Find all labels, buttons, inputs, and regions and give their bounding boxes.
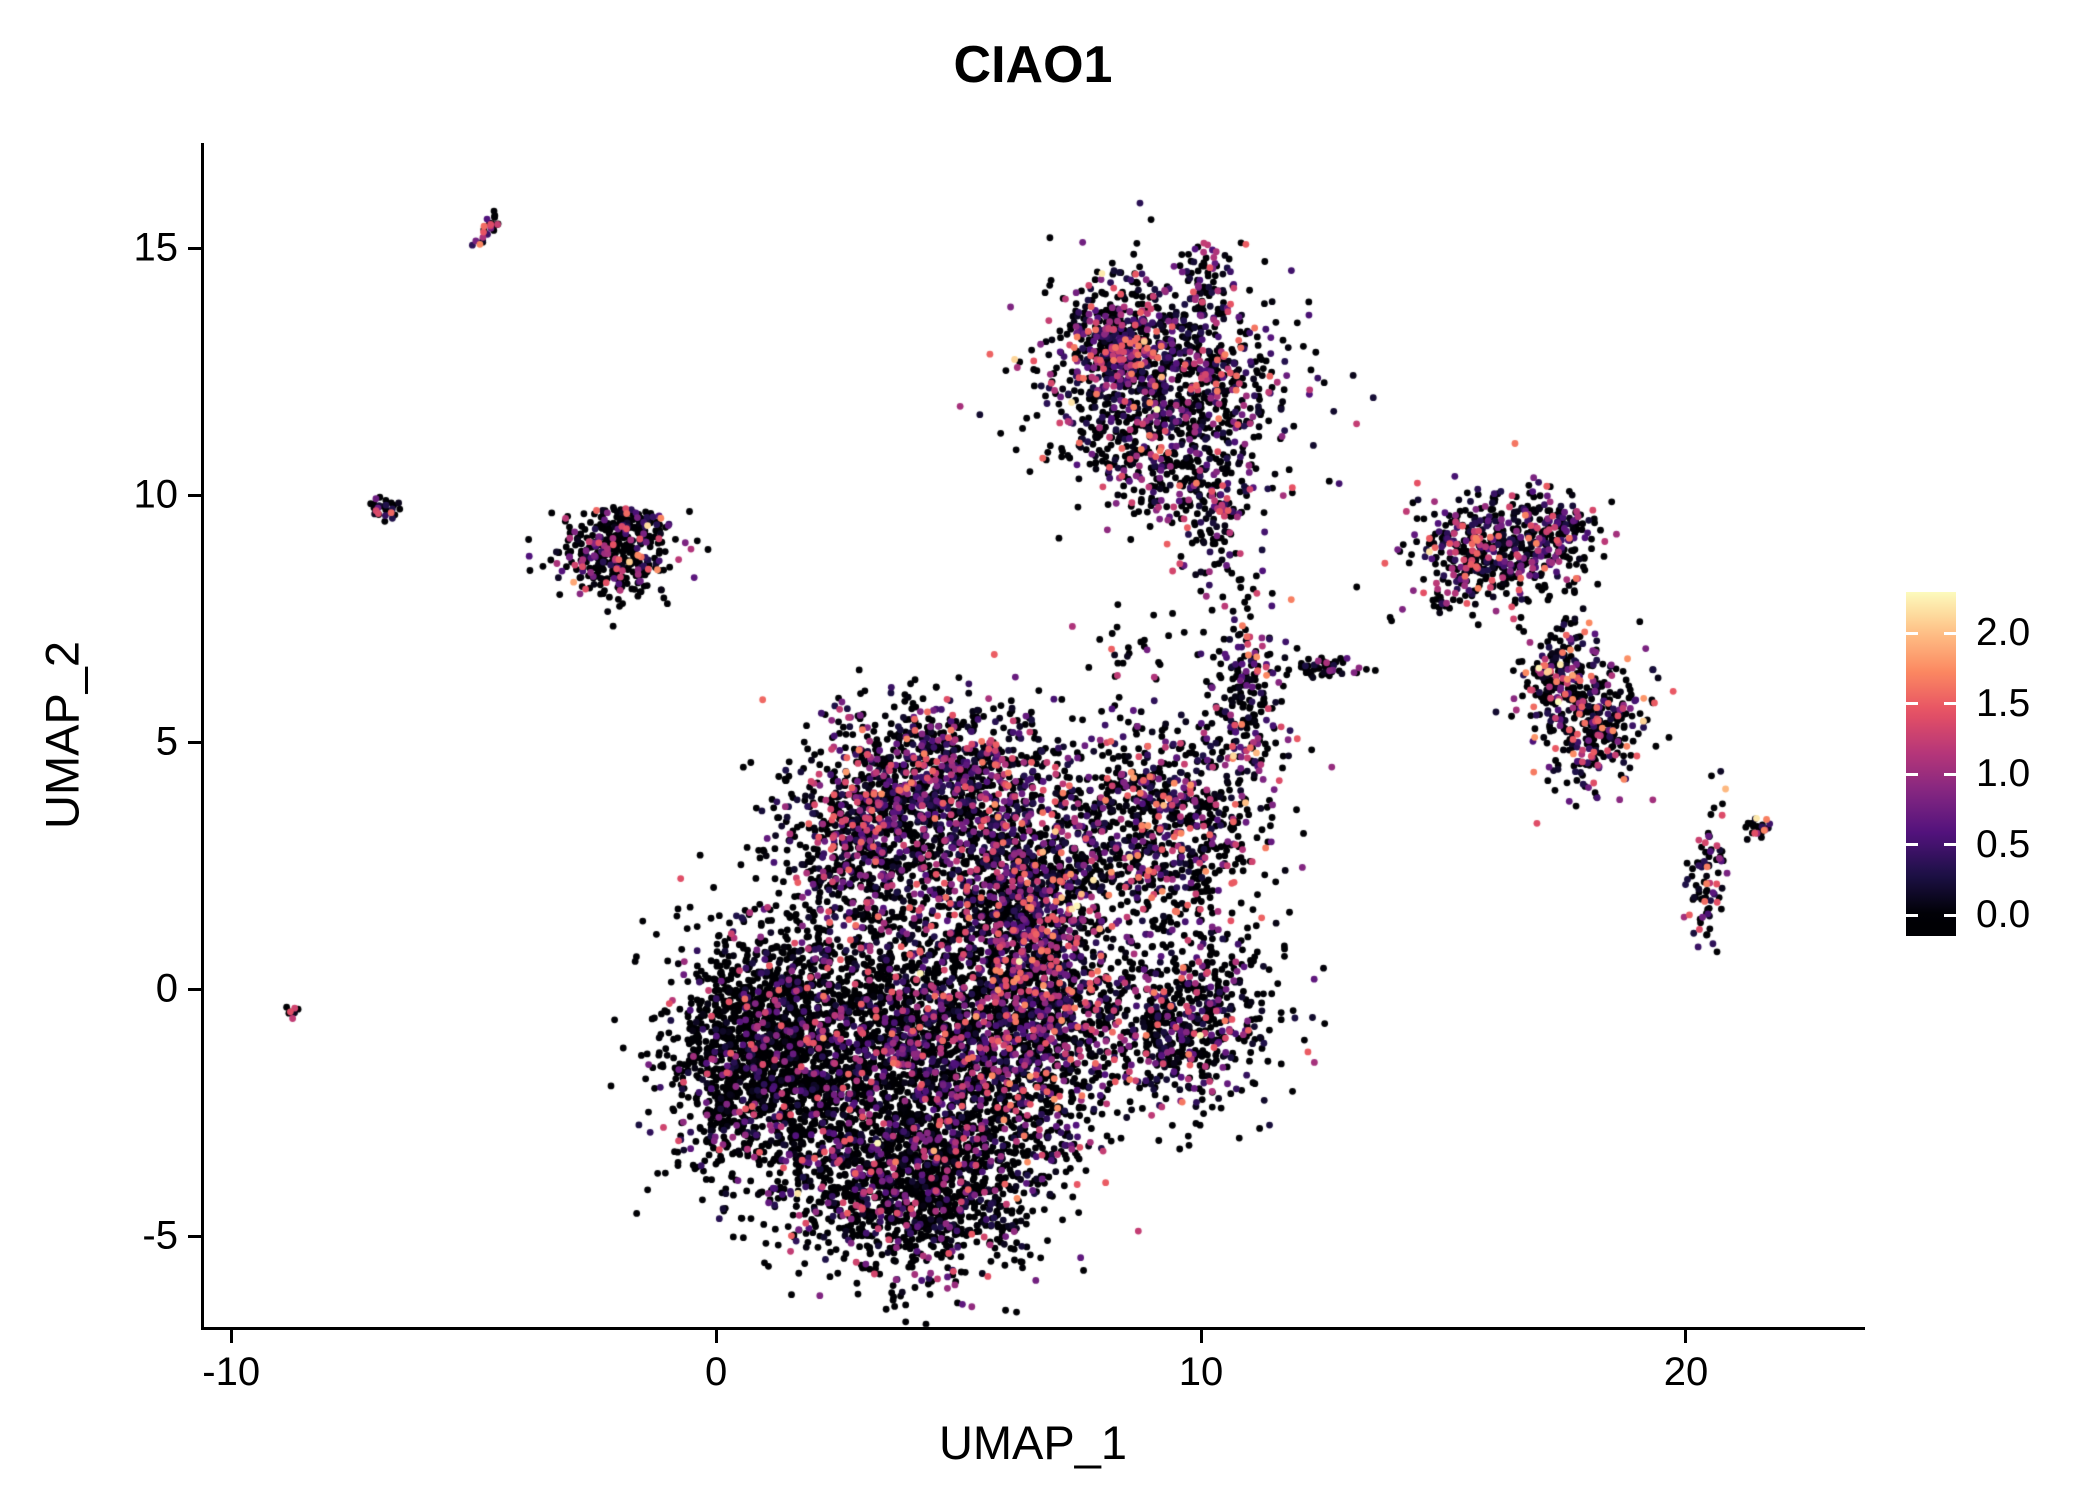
x-tick-label: -10 <box>202 1350 261 1394</box>
x-tick-label: 10 <box>1178 1350 1224 1394</box>
colorbar-tick-mark <box>1906 913 1918 917</box>
colorbar-tick-mark <box>1944 772 1956 776</box>
colorbar-label: 1.0 <box>1976 752 2031 795</box>
colorbar-tick-mark <box>1906 772 1918 776</box>
y-tick-label: -5 <box>142 1213 178 1258</box>
colorbar-tick-mark <box>1944 843 1956 846</box>
y-tick-mark <box>188 740 201 744</box>
colorbar-tick-mark <box>1944 913 1956 917</box>
colorbar-tick-mark <box>1906 631 1918 635</box>
x-tick-mark <box>229 1330 233 1343</box>
colorbar-label: 1.5 <box>1976 681 2031 725</box>
y-tick-mark <box>188 1234 201 1238</box>
colorbar-label: 2.0 <box>1976 611 2031 654</box>
y-tick-label: 0 <box>155 966 178 1011</box>
x-axis-line <box>201 1327 1865 1330</box>
y-tick-label: 10 <box>133 472 179 517</box>
x-tick-label: 20 <box>1663 1350 1709 1394</box>
y-axis-line <box>201 143 204 1330</box>
x-axis-title: UMAP_1 <box>938 1416 1128 1469</box>
x-tick-mark <box>1199 1330 1203 1343</box>
y-tick-mark <box>188 987 201 991</box>
y-tick-mark <box>188 493 201 497</box>
x-tick-mark <box>714 1330 718 1343</box>
colorbar-label: 0.0 <box>1976 893 2031 936</box>
y-tick-label: 15 <box>133 225 179 270</box>
y-tick-label: 5 <box>155 719 178 764</box>
colorbar-tick-mark <box>1906 702 1918 705</box>
y-tick-mark <box>188 246 201 250</box>
x-tick-label: 0 <box>704 1350 728 1394</box>
colorbar-tick-mark <box>1906 843 1918 846</box>
colorbar-tick-mark <box>1944 702 1956 705</box>
colorbar-tick-mark <box>1944 631 1956 635</box>
plot-title: CIAO1 <box>953 36 1113 94</box>
colorbar-label: 0.5 <box>1976 822 2031 866</box>
x-tick-mark <box>1684 1330 1688 1343</box>
colorbar-gradient <box>1906 592 1956 936</box>
y-axis-title: UMAP_2 <box>35 640 89 830</box>
